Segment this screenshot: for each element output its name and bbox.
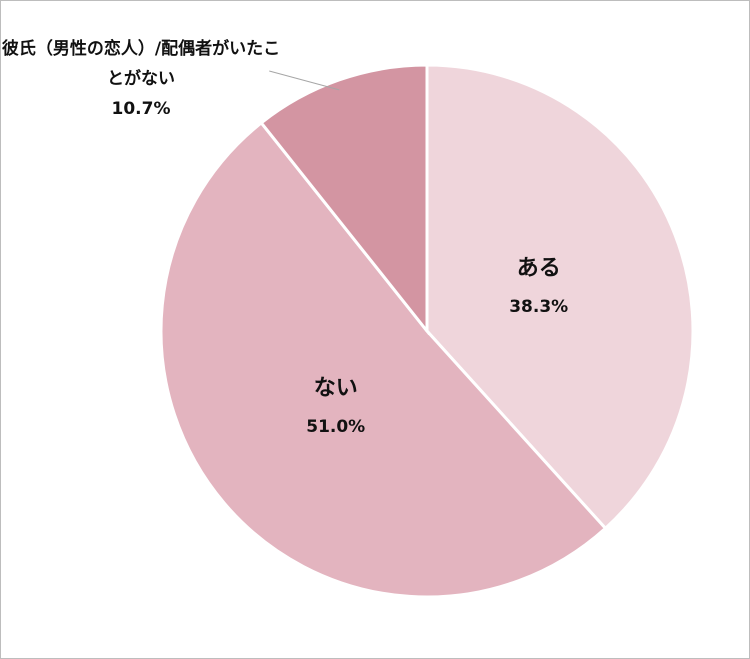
pie-slice — [159, 120, 608, 599]
category-label: 彼氏（男性の恋人）/配偶者がいたことがない — [1, 39, 281, 89]
slice-label: ある 38.3% — [509, 250, 568, 326]
category-label: ある — [516, 255, 561, 281]
slice-label: 彼氏（男性の恋人）/配偶者がいたことがない 10.7% — [1, 34, 281, 124]
slice-label: ない 51.0% — [306, 370, 365, 446]
value-label: 10.7% — [111, 99, 171, 119]
value-label: 38.3% — [509, 296, 569, 317]
pie-slice — [259, 63, 429, 336]
value-label: 51.0% — [306, 417, 366, 438]
category-label: ない — [313, 376, 358, 402]
pie-slice — [425, 63, 695, 531]
leader-line — [269, 70, 340, 91]
